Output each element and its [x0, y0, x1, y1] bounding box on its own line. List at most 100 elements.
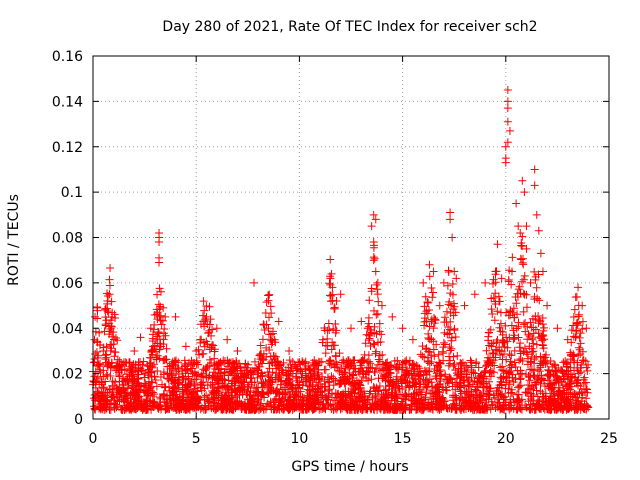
data-point: [407, 392, 416, 401]
data-point: [350, 405, 359, 414]
data-point: [198, 372, 207, 381]
data-point: [138, 360, 147, 369]
data-point: [521, 370, 530, 379]
data-point: [445, 329, 454, 338]
data-point: [543, 301, 552, 310]
data-point: [422, 317, 431, 326]
data-point: [516, 339, 525, 348]
data-point: [323, 326, 332, 335]
data-point: [94, 396, 103, 405]
data-point: [522, 403, 531, 412]
data-point: [546, 357, 555, 366]
data-point: [208, 325, 217, 334]
data-point: [364, 357, 373, 366]
data-point: [148, 345, 157, 354]
x-axis-label: GPS time / hours: [291, 459, 408, 475]
data-point: [172, 367, 181, 376]
data-point: [335, 379, 344, 388]
data-point: [504, 275, 513, 284]
data-point: [397, 397, 406, 406]
data-point: [507, 385, 516, 394]
data-point: [212, 376, 221, 385]
axis-ticks: 0 5 10 15 20 25 0 0.02 0.04 0.06 0.08 0.1 0.12 0.14 0.…: [52, 49, 618, 447]
data-point: [350, 356, 359, 365]
data-point: [407, 400, 416, 409]
data-point: [220, 368, 229, 377]
data-point: [572, 327, 581, 336]
data-point: [429, 337, 438, 346]
data-point: [373, 405, 382, 414]
data-point: [309, 360, 318, 369]
data-point: [208, 386, 217, 395]
data-point: [451, 401, 460, 410]
data-point: [130, 346, 139, 355]
data-point: [567, 326, 576, 335]
data-point: [455, 382, 464, 391]
data-point: [579, 405, 588, 414]
data-point: [563, 382, 572, 391]
data-point: [373, 309, 382, 318]
data-point: [341, 391, 350, 400]
data-point: [331, 328, 340, 337]
data-point: [311, 385, 320, 394]
data-point: [178, 372, 187, 381]
data-point: [106, 327, 115, 336]
data-point: [356, 361, 365, 370]
data-point: [361, 400, 370, 409]
data-point: [507, 351, 516, 360]
data-point: [185, 399, 194, 408]
data-point: [522, 290, 531, 299]
data-point: [205, 355, 214, 364]
data-point: [324, 319, 333, 328]
data-point: [408, 335, 417, 344]
data-point: [509, 304, 518, 313]
y-tick-label: 0.02: [52, 367, 83, 383]
data-point: [349, 370, 358, 379]
data-point: [264, 291, 273, 300]
data-point: [290, 360, 299, 369]
data-point: [378, 374, 387, 383]
data-point: [207, 343, 216, 352]
data-point: [451, 332, 460, 341]
data-point: [384, 376, 393, 385]
data-point: [504, 311, 513, 320]
data-point: [331, 389, 340, 398]
data-point: [261, 308, 270, 317]
data-point: [108, 381, 117, 390]
data-point: [213, 361, 222, 370]
data-point: [440, 328, 449, 337]
data-point: [149, 325, 158, 334]
data-point: [315, 405, 324, 414]
data-point: [134, 396, 143, 405]
data-point: [125, 358, 134, 367]
data-point: [236, 403, 245, 412]
data-point: [336, 405, 345, 414]
data-point: [129, 360, 138, 369]
data-point: [575, 333, 584, 342]
data-point: [402, 367, 411, 376]
data-point: [116, 390, 125, 399]
data-point: [512, 324, 521, 333]
data-point: [314, 391, 323, 400]
data-point: [487, 294, 496, 303]
data-point: [373, 285, 382, 294]
data-point: [452, 274, 461, 283]
data-point: [137, 366, 146, 375]
data-point: [529, 329, 538, 338]
data-point: [574, 343, 583, 352]
data-point: [495, 343, 504, 352]
data-point: [230, 381, 239, 390]
data-point: [292, 391, 301, 400]
data-point: [160, 324, 169, 333]
data-point: [444, 268, 453, 277]
data-point: [500, 405, 509, 414]
data-point: [472, 358, 481, 367]
data-point: [265, 359, 274, 368]
data-point: [536, 359, 545, 368]
data-point: [252, 404, 261, 413]
data-point: [149, 401, 158, 410]
data-point: [485, 390, 494, 399]
data-point: [168, 366, 177, 375]
data-point: [505, 350, 514, 359]
data-point: [218, 375, 227, 384]
